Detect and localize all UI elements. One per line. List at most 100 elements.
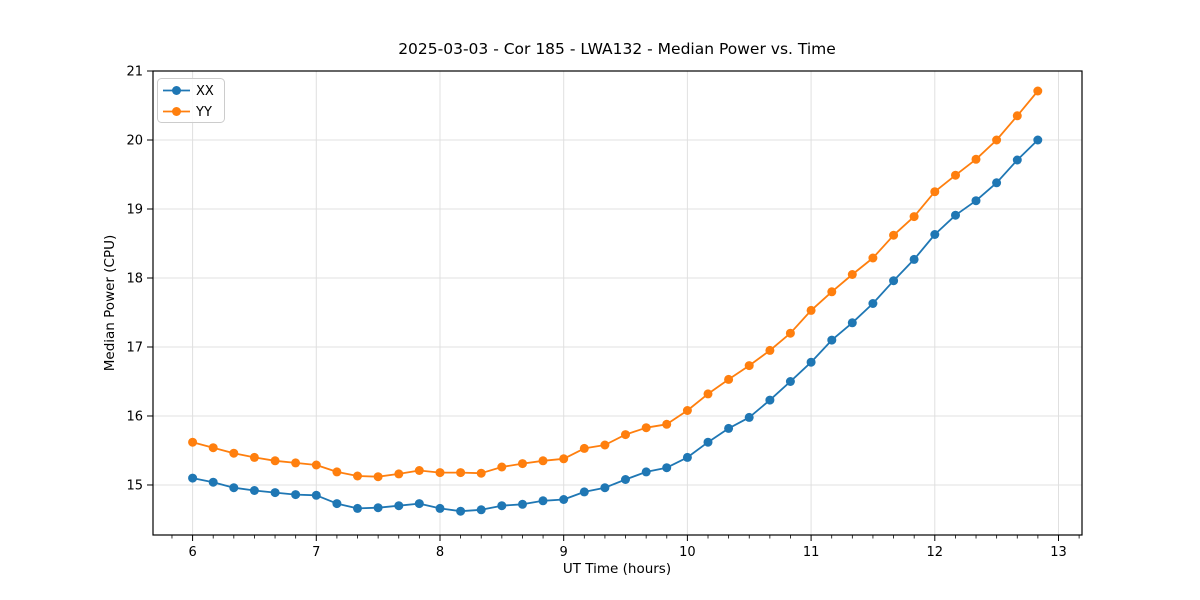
series-xx-point xyxy=(394,501,404,511)
x-tick-label: 13 xyxy=(1050,545,1067,560)
series-yy-point xyxy=(682,406,692,415)
series-xx-point xyxy=(785,377,795,386)
series-xx-point xyxy=(435,503,445,513)
series-xx-point xyxy=(806,357,816,367)
series-xx-point xyxy=(559,495,569,504)
y-tick-label: 17 xyxy=(126,340,143,355)
series-xx-point xyxy=(373,503,383,513)
series-yy-point xyxy=(724,374,734,384)
series-yy-point xyxy=(414,466,424,475)
y-tick-label: 18 xyxy=(126,271,143,286)
series-xx-point xyxy=(456,506,466,516)
y-tick-label: 20 xyxy=(126,133,143,148)
y-axis-label: Median Power (CPU) xyxy=(102,234,118,372)
legend-label: XX xyxy=(196,84,214,99)
series-yy-point xyxy=(847,270,857,279)
series-xx-point xyxy=(476,505,486,515)
series-yy-point xyxy=(641,423,651,433)
series-xx-point xyxy=(724,423,734,433)
series-xx-point xyxy=(600,483,610,493)
series-xx-point xyxy=(621,475,630,484)
series-yy-point xyxy=(270,456,280,466)
series-yy-point xyxy=(518,459,527,469)
series-xx-point xyxy=(332,499,342,509)
series-xx-point xyxy=(1033,135,1043,145)
legend-marker xyxy=(172,86,181,95)
series-yy-point xyxy=(208,443,218,453)
series-xx-line xyxy=(192,139,1039,513)
series-xx-point xyxy=(951,210,960,220)
series-yy-point xyxy=(579,443,589,453)
series-xx-point xyxy=(765,395,775,405)
series-xx-point xyxy=(229,483,239,493)
x-tick-label: 6 xyxy=(188,545,196,560)
series-xx-point xyxy=(889,276,899,286)
x-tick-label: 9 xyxy=(560,545,568,560)
x-tick-label: 11 xyxy=(803,545,820,560)
series-yy-point xyxy=(497,462,507,472)
series-yy-line xyxy=(192,90,1039,478)
series-yy-point xyxy=(600,440,610,450)
y-tick-label: 16 xyxy=(126,409,143,424)
series-yy-point xyxy=(291,458,301,468)
series-xx-point xyxy=(682,452,692,462)
series-yy-point xyxy=(1033,86,1043,96)
series-xx-point xyxy=(188,473,198,483)
series-xx-point xyxy=(538,496,548,506)
series-yy-point xyxy=(951,170,960,180)
series-xx-point xyxy=(353,503,362,513)
x-tick-label: 10 xyxy=(679,545,696,560)
series-yy-point xyxy=(373,472,383,482)
series-xx-point xyxy=(641,467,651,477)
x-tick-label: 8 xyxy=(436,545,444,560)
legend-marker xyxy=(172,107,181,116)
series-yy-point xyxy=(909,212,919,222)
series-yy-point xyxy=(621,430,630,440)
series-xx-point xyxy=(847,318,857,328)
series-xx-point xyxy=(971,196,981,206)
series-yy-point xyxy=(188,437,198,447)
series-yy-point xyxy=(311,460,321,470)
series-yy-point xyxy=(930,187,940,197)
series-xx-point xyxy=(1012,155,1022,165)
series-xx-point xyxy=(249,486,259,495)
series-yy-point xyxy=(806,305,816,315)
series-yy-point xyxy=(538,456,548,466)
series-xx-point xyxy=(868,299,878,308)
series-yy-point xyxy=(435,468,445,478)
series-yy-point xyxy=(868,253,878,263)
series-yy-point xyxy=(662,419,672,429)
series-yy-point xyxy=(765,345,775,355)
series-xx-point xyxy=(311,490,321,500)
series-xx-point xyxy=(909,254,919,264)
legend-box xyxy=(157,78,225,123)
series-xx-point xyxy=(291,490,301,500)
y-tick-label: 15 xyxy=(126,478,143,493)
series-xx-point xyxy=(518,499,527,509)
series-yy-point xyxy=(889,230,899,240)
series-xx-point xyxy=(270,488,280,498)
series-xx-point xyxy=(703,437,713,447)
y-tick-label: 19 xyxy=(126,202,143,217)
series-yy-point xyxy=(827,287,837,297)
x-tick-label: 12 xyxy=(927,545,944,560)
x-axis-label: UT Time (hours) xyxy=(562,561,672,577)
series-yy-point xyxy=(744,361,754,371)
series-xx-point xyxy=(497,501,507,511)
series-yy-point xyxy=(332,467,342,477)
series-yy-point xyxy=(229,448,239,458)
series-yy-point xyxy=(1012,111,1022,121)
series-yy-point xyxy=(559,454,569,464)
series-xx-point xyxy=(930,230,940,239)
series-xx-point xyxy=(744,412,754,422)
series-yy-point xyxy=(992,135,1002,145)
series-yy-point xyxy=(353,471,362,481)
series-yy-point xyxy=(476,468,486,478)
series-xx-point xyxy=(414,499,424,509)
legend: XX YY xyxy=(157,78,225,123)
series-yy-point xyxy=(249,452,259,462)
series-yy-point xyxy=(456,468,466,478)
series-yy-point xyxy=(785,328,795,338)
